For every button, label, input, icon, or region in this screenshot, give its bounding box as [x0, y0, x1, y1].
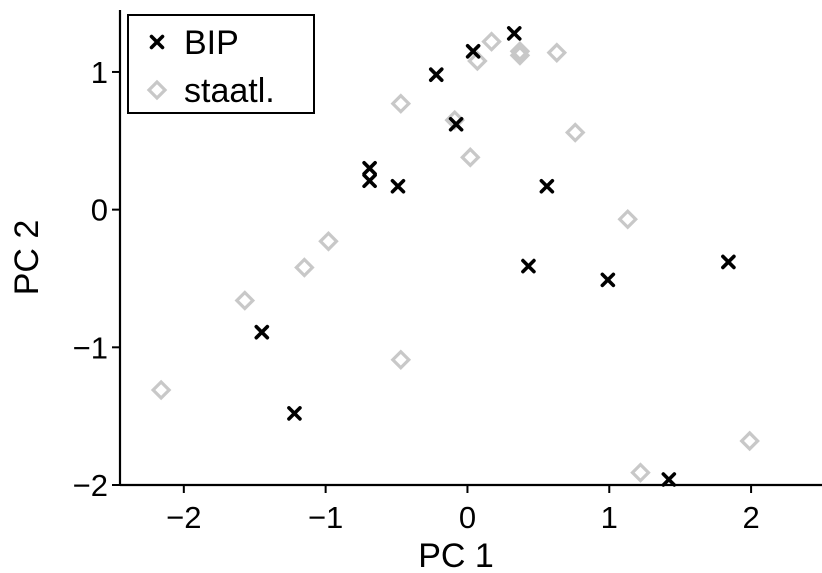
y-tick-label: 0 — [91, 193, 108, 228]
legend-marker-diamond-icon — [146, 79, 168, 101]
y-tick-label: −2 — [73, 468, 108, 503]
legend: BIP staatl. — [127, 14, 315, 114]
point-bip — [661, 472, 677, 487]
point-staatl — [509, 41, 531, 62]
point-bip — [390, 178, 406, 194]
y-tick-label: 1 — [91, 55, 108, 90]
x-tick-label: 2 — [742, 500, 759, 535]
point-staatl — [739, 430, 760, 452]
legend-entry-bip: BIP — [149, 24, 239, 62]
legend-label-bip: BIP — [184, 24, 239, 62]
legend-label-staatl: staatl. — [184, 72, 275, 110]
point-bip — [254, 324, 270, 340]
legend-marker-cross-icon — [149, 34, 165, 50]
point-staatl — [546, 42, 568, 63]
point-bip — [465, 44, 481, 59]
x-tick-label: 0 — [459, 500, 476, 535]
x-tick-label: 1 — [601, 500, 618, 535]
x-axis-title: PC 1 — [418, 537, 494, 573]
point-bip — [521, 258, 536, 274]
point-staatl — [390, 93, 412, 114]
point-bip — [287, 406, 302, 421]
point-bip — [539, 178, 555, 194]
point-bip — [428, 67, 444, 83]
point-staatl — [509, 45, 531, 66]
x-tick-label: −2 — [166, 500, 201, 535]
y-axis-ticks: −2 −1 0 1 — [73, 55, 120, 503]
y-tick-label: −1 — [73, 330, 108, 365]
point-staatl — [617, 209, 638, 230]
point-staatl — [564, 122, 586, 143]
point-bip — [721, 254, 736, 270]
point-bip — [600, 272, 616, 288]
axes — [118, 10, 822, 487]
point-staatl — [234, 290, 256, 311]
point-bip — [362, 173, 377, 189]
x-tick-label: −1 — [308, 500, 343, 535]
point-bip — [448, 116, 464, 132]
legend-entry-staatl: staatl. — [146, 72, 275, 110]
data-points — [150, 26, 760, 487]
x-axis-ticks: −2 −1 0 1 2 — [166, 485, 760, 535]
point-staatl — [460, 147, 481, 168]
point-staatl — [318, 231, 339, 252]
y-axis-title: PC 2 — [8, 220, 46, 296]
point-bip — [506, 26, 522, 41]
point-staatl — [294, 257, 315, 278]
point-bip — [362, 161, 377, 176]
point-staatl — [630, 462, 651, 483]
point-staatl — [390, 349, 412, 370]
point-staatl — [150, 379, 172, 401]
point-staatl — [467, 50, 488, 72]
point-staatl — [481, 31, 502, 52]
